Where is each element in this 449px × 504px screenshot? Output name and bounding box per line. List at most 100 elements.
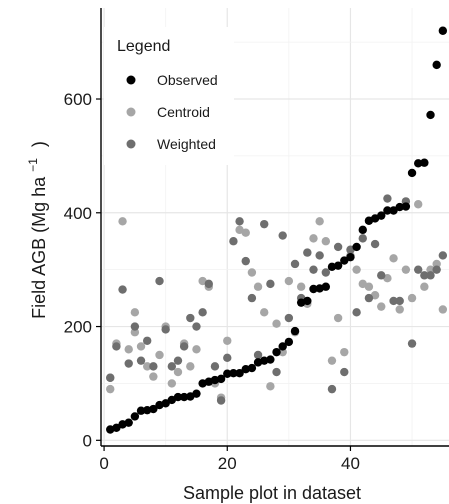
legend-label-observed: Observed (157, 72, 218, 88)
y-axis-title-superscript: −1 (26, 158, 40, 172)
point-centroid (266, 382, 275, 391)
point-observed (130, 412, 140, 421)
point-observed (358, 225, 367, 235)
point-centroid (352, 265, 361, 274)
point-observed (438, 26, 448, 35)
point-centroid (296, 282, 306, 291)
point-centroid (414, 200, 423, 209)
point-observed (266, 355, 275, 364)
point-centroid (309, 234, 318, 243)
point-centroid (130, 308, 140, 317)
point-observed (432, 60, 441, 70)
point-weighted (216, 396, 226, 405)
point-weighted (167, 362, 177, 371)
x-tick-label: 40 (341, 454, 360, 473)
point-centroid (340, 347, 349, 357)
point-observed (401, 202, 411, 211)
point-weighted (130, 322, 140, 331)
point-observed (216, 374, 226, 384)
legend-key-weighted (126, 139, 136, 149)
point-centroid (364, 282, 374, 291)
point-weighted (303, 248, 312, 257)
point-weighted (364, 293, 374, 303)
point-weighted (321, 268, 331, 277)
point-weighted (260, 219, 269, 229)
point-observed (136, 406, 146, 415)
point-weighted (370, 239, 380, 249)
point-centroid (315, 217, 324, 226)
point-observed (173, 392, 183, 402)
legend-background (104, 27, 234, 165)
point-weighted (210, 362, 220, 371)
point-observed (112, 423, 121, 432)
y-tick-label: 400 (64, 204, 92, 223)
point-weighted (161, 325, 170, 334)
point-centroid (247, 268, 257, 277)
point-observed (407, 168, 417, 178)
point-centroid (149, 372, 158, 381)
y-tick-label: 600 (64, 90, 92, 109)
legend-label-weighted: Weighted (157, 136, 216, 152)
point-centroid (284, 276, 294, 286)
point-weighted (149, 362, 158, 371)
point-weighted (106, 373, 115, 382)
y-tick-label: 0 (83, 431, 92, 450)
point-observed (383, 206, 392, 215)
point-observed (346, 252, 355, 262)
point-observed (420, 158, 429, 167)
point-observed (235, 368, 244, 378)
point-observed (303, 296, 312, 306)
point-centroid (377, 302, 386, 311)
point-observed (340, 256, 349, 265)
point-weighted (142, 336, 152, 345)
point-observed (389, 206, 398, 215)
point-centroid (167, 379, 177, 388)
legend-title: Legend (117, 38, 170, 55)
point-observed (395, 202, 404, 212)
point-weighted (377, 271, 386, 280)
point-centroid (253, 282, 263, 291)
point-centroid (420, 282, 429, 291)
point-weighted (198, 308, 207, 317)
point-weighted (192, 322, 201, 331)
point-observed (377, 211, 386, 220)
point-weighted (118, 285, 127, 294)
point-weighted (290, 259, 300, 269)
point-weighted (426, 271, 435, 280)
point-weighted (383, 194, 392, 203)
point-weighted (204, 279, 213, 289)
point-centroid (438, 305, 448, 314)
point-centroid (327, 356, 337, 365)
legend-label-centroid: Centroid (157, 104, 210, 120)
point-centroid (321, 237, 331, 246)
point-weighted (173, 356, 183, 365)
point-weighted (278, 231, 287, 240)
legend-key-centroid (126, 107, 136, 117)
point-weighted (438, 251, 448, 260)
point-weighted (420, 271, 429, 280)
point-weighted (358, 234, 367, 243)
legend-key-observed (126, 75, 136, 85)
point-observed (124, 418, 133, 427)
point-centroid (118, 217, 127, 226)
point-weighted (155, 276, 164, 286)
legend: Legend Observed Centroid Weighted (104, 27, 234, 165)
point-weighted (395, 296, 404, 306)
x-axis-title: Sample plot in dataset (183, 483, 361, 503)
point-observed (223, 369, 232, 378)
point-centroid (395, 305, 404, 314)
point-observed (229, 368, 238, 378)
point-weighted (309, 265, 318, 274)
point-centroid (241, 228, 250, 237)
point-weighted (414, 265, 423, 274)
point-centroid (142, 362, 152, 371)
point-observed (426, 110, 435, 120)
point-centroid (333, 313, 343, 323)
point-observed (321, 282, 331, 291)
point-centroid (186, 362, 195, 371)
point-observed (161, 399, 170, 408)
point-weighted (284, 313, 294, 323)
point-weighted (223, 353, 232, 363)
point-weighted (333, 242, 343, 252)
